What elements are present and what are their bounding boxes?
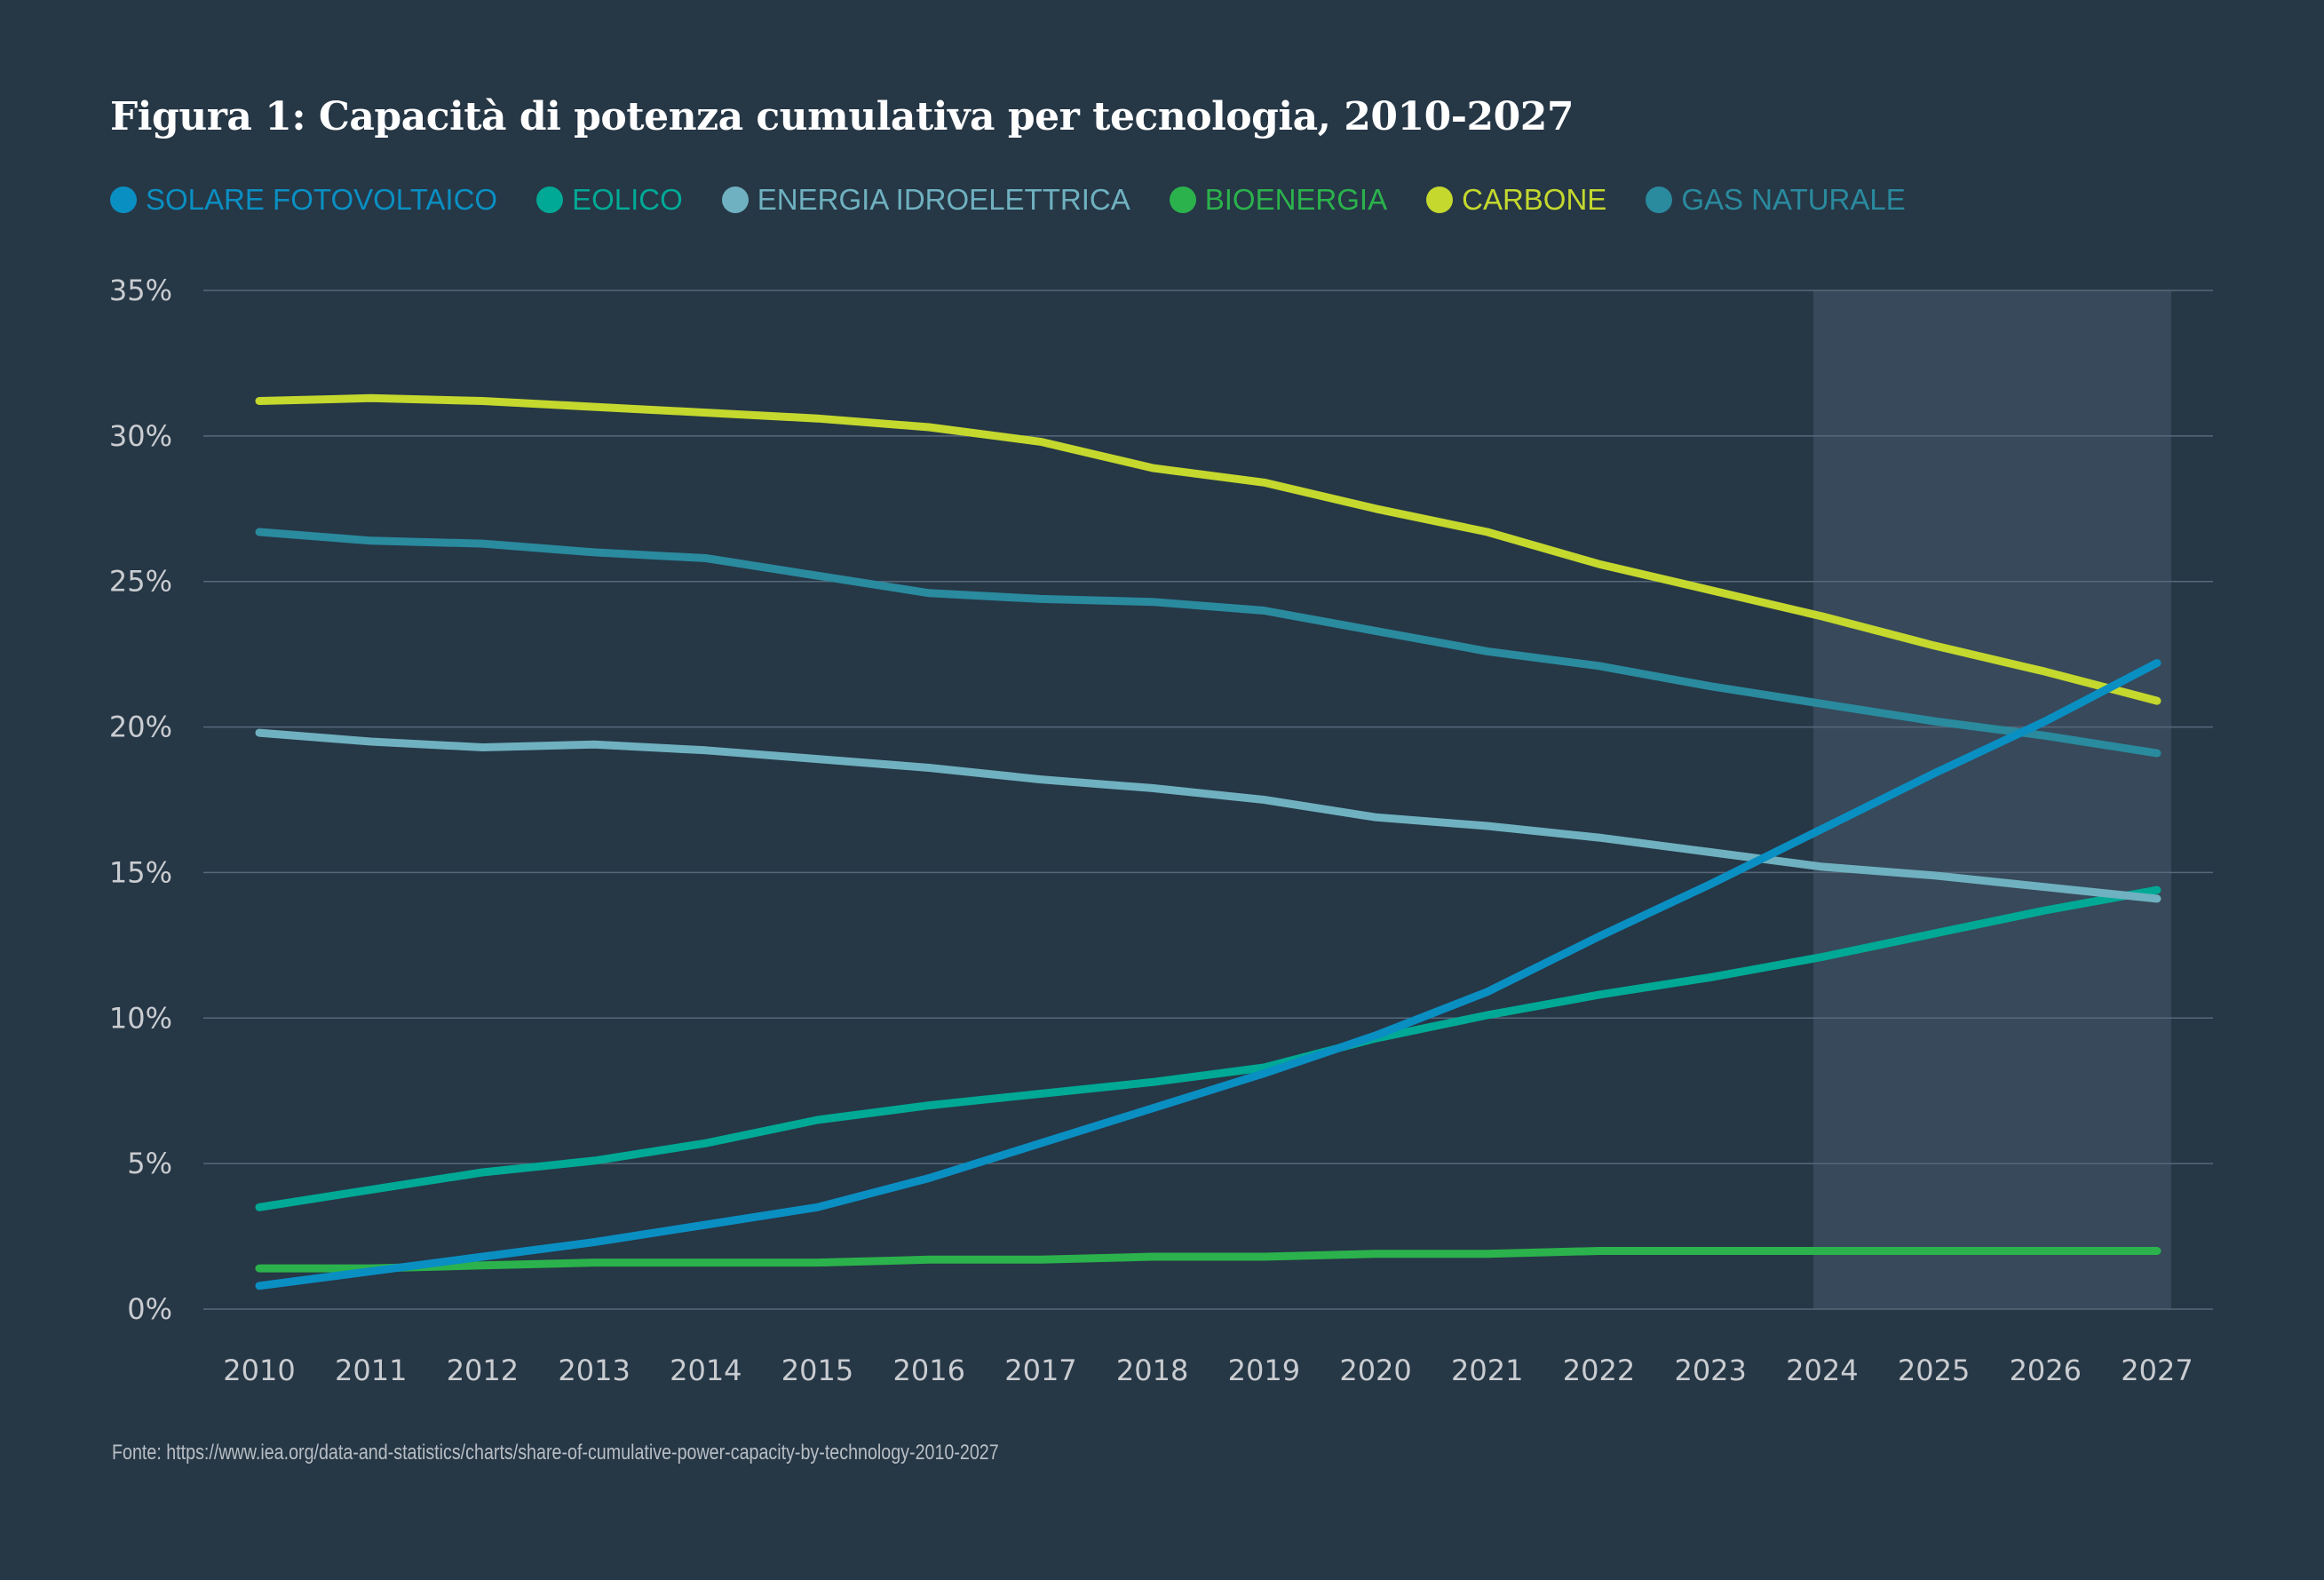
x-tick-label: 2015 [781, 1354, 853, 1387]
x-tick-label: 2011 [335, 1354, 407, 1387]
x-tick-label: 2019 [1228, 1354, 1300, 1387]
forecast-shade [1812, 290, 2171, 1309]
x-tick-label: 2023 [1674, 1354, 1746, 1387]
legend-label: BIOENERGIA [1204, 183, 1388, 216]
y-tick-label: 20% [109, 711, 172, 744]
legend-dot-icon [721, 187, 749, 213]
legend: SOLARE FOTOVOLTAICO EOLICO ENERGIA IDROELE… [110, 183, 1906, 217]
legend-item: CARBONE [1426, 183, 1606, 217]
x-tick-label: 2018 [1116, 1354, 1188, 1387]
y-tick-label: 0% [127, 1292, 172, 1326]
x-tick-label: 2027 [2121, 1354, 2193, 1387]
legend-dot-icon [1169, 187, 1196, 213]
x-tick-label: 2020 [1339, 1354, 1411, 1387]
x-tick-label: 2014 [670, 1354, 742, 1387]
legend-item: GAS NATURALE [1646, 183, 1906, 217]
series-line-energia-idroelettrica [255, 728, 2161, 903]
legend-dot-icon [1426, 187, 1454, 213]
y-tick-label: 5% [127, 1147, 172, 1180]
y-tick-label: 30% [109, 419, 172, 453]
x-tick-label: 2021 [1451, 1354, 1523, 1387]
legend-dot-icon [536, 187, 564, 213]
legend-dot-icon [1646, 187, 1673, 213]
x-tick-label: 2022 [1563, 1354, 1635, 1387]
legend-label: ENERGIA IDROELETTRICA [757, 183, 1130, 216]
legend-label: GAS NATURALE [1681, 183, 1906, 216]
y-tick-label: 35% [109, 274, 172, 307]
series-line-gas-naturale [255, 528, 2161, 758]
legend-item: EOLICO [536, 183, 683, 217]
legend-item: SOLARE FOTOVOLTAICO [110, 183, 497, 217]
y-tick-label: 15% [109, 855, 172, 889]
x-tick-label: 2024 [1786, 1354, 1858, 1387]
series-line-solare-fotovoltaico [255, 659, 2161, 1290]
x-tick-label: 2013 [558, 1354, 630, 1387]
source-note: Fonte: https://www.iea.org/data-and-stat… [112, 1441, 999, 1465]
x-tick-label: 2010 [223, 1354, 295, 1387]
legend-dot-icon [110, 187, 137, 213]
series-line-bioenergia [255, 1247, 2161, 1273]
legend-label: CARBONE [1462, 183, 1607, 216]
legend-label: SOLARE FOTOVOLTAICO [146, 183, 498, 216]
legend-label: EOLICO [572, 183, 683, 216]
legend-item: ENERGIA IDROELETTRICA [721, 183, 1130, 217]
y-tick-label: 10% [109, 1001, 172, 1035]
chart-title: Figura 1: Capacità di potenza cumulativa… [110, 94, 1574, 139]
x-tick-label: 2017 [1004, 1354, 1076, 1387]
x-tick-label: 2026 [2010, 1354, 2082, 1387]
legend-item: BIOENERGIA [1169, 183, 1388, 217]
y-tick-label: 25% [109, 565, 172, 599]
x-tick-label: 2016 [893, 1354, 965, 1387]
x-tick-label: 2025 [1898, 1354, 1970, 1387]
x-tick-label: 2012 [447, 1354, 519, 1387]
series-line-eolico [255, 885, 2161, 1211]
series-line-carbone [255, 393, 2161, 705]
